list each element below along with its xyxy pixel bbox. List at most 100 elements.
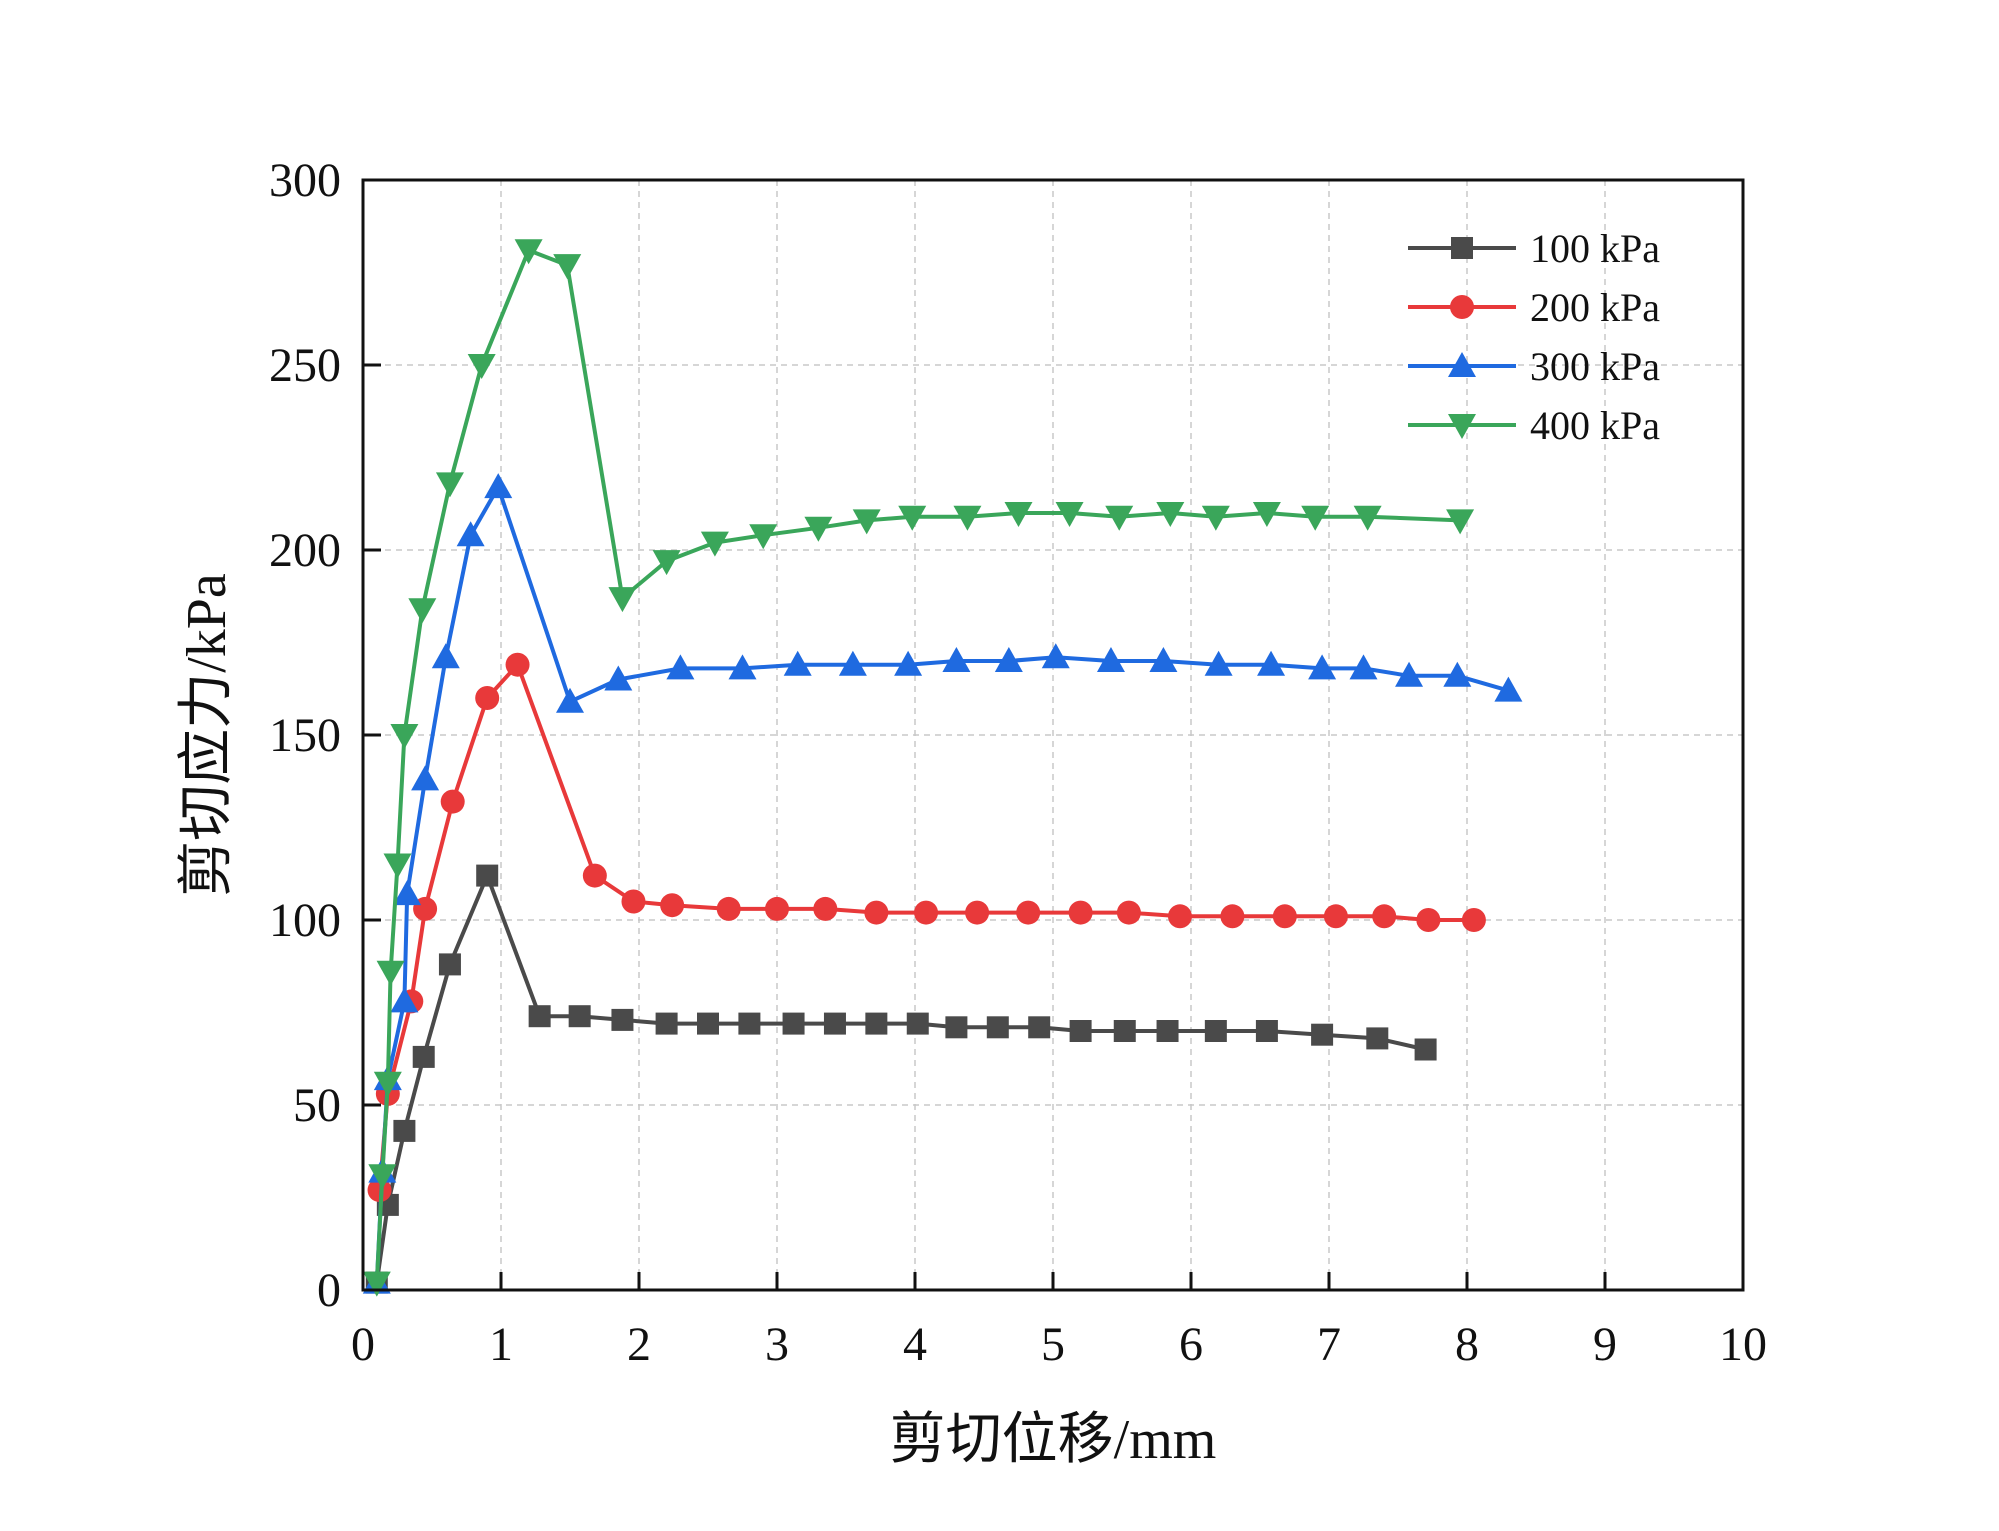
data-point (1446, 509, 1475, 535)
y-tick-label: 150 (269, 709, 341, 762)
y-axis-title: 剪切应力/kPa (176, 573, 238, 897)
data-point (412, 1045, 435, 1068)
data-point (608, 587, 637, 613)
data-point (411, 765, 440, 791)
data-point (864, 900, 889, 925)
data-point (582, 863, 607, 888)
legend-item: 200 kPa (1408, 285, 1660, 330)
data-point (1255, 1020, 1278, 1042)
data-point (362, 1271, 391, 1297)
data-point (1272, 904, 1297, 929)
data-point (783, 650, 812, 676)
y-tick-label: 50 (293, 1079, 341, 1132)
legend-marker (1450, 295, 1474, 319)
legend-marker (1448, 352, 1476, 377)
legend-label: 400 kPa (1530, 403, 1660, 448)
data-point (373, 1071, 402, 1097)
y-tick-label: 200 (269, 524, 341, 577)
data-point (376, 960, 405, 986)
y-tick-label: 100 (269, 894, 341, 947)
x-tick-label: 7 (1317, 1318, 1341, 1371)
legend-label: 200 kPa (1530, 285, 1660, 330)
series-line (374, 248, 1461, 1283)
data-point (1096, 647, 1125, 672)
data-point (408, 598, 437, 624)
data-point (475, 686, 500, 710)
data-point (1353, 505, 1382, 531)
data-point (393, 880, 422, 906)
data-point (1414, 1038, 1437, 1061)
data-point (1105, 505, 1134, 531)
data-point (568, 1005, 591, 1028)
y-tick-label: 250 (269, 339, 341, 392)
data-point (906, 1012, 929, 1035)
data-point (666, 654, 695, 680)
legend-item: 300 kPa (1408, 344, 1660, 389)
data-point (852, 509, 881, 535)
series-layer (362, 239, 1523, 1297)
data-point (456, 521, 485, 547)
data-point (1349, 654, 1378, 680)
data-point (765, 896, 789, 921)
data-point (1372, 904, 1397, 929)
data-point (1156, 1020, 1179, 1042)
data-point (440, 789, 465, 814)
data-point (476, 864, 499, 887)
data-point (553, 254, 582, 280)
data-point (1004, 502, 1033, 527)
data-point (700, 531, 729, 557)
data-point (604, 665, 633, 691)
data-point (1204, 1020, 1227, 1042)
data-point (435, 472, 464, 498)
data-point (621, 889, 646, 914)
data-point (1323, 904, 1348, 929)
data-point (1069, 1020, 1092, 1042)
data-point (611, 1008, 634, 1031)
data-point (431, 643, 460, 669)
data-point (514, 239, 543, 265)
data-point (390, 987, 419, 1013)
data-point (865, 1012, 888, 1035)
legend-item: 400 kPa (1408, 403, 1660, 448)
data-point (1252, 502, 1281, 527)
data-point (986, 1016, 1009, 1039)
x-tick-label: 9 (1593, 1318, 1617, 1371)
data-point (813, 896, 838, 921)
data-point (697, 1012, 719, 1035)
data-point (393, 1119, 416, 1142)
data-point (1116, 900, 1141, 925)
data-point (1220, 904, 1245, 929)
data-point (749, 524, 778, 550)
data-point (945, 1016, 968, 1039)
data-point (438, 953, 461, 976)
y-tick-label: 0 (317, 1264, 341, 1317)
data-point (1055, 502, 1084, 527)
data-point (556, 687, 584, 713)
data-point (1156, 502, 1185, 527)
data-point (823, 1012, 846, 1035)
data-point (804, 516, 833, 542)
legend-label: 300 kPa (1530, 344, 1660, 389)
data-point (782, 1012, 805, 1035)
data-point (1311, 1023, 1334, 1046)
data-point (1366, 1027, 1389, 1050)
data-point (505, 652, 530, 677)
data-point (655, 1012, 678, 1035)
data-point (894, 650, 923, 676)
data-point (1301, 505, 1330, 531)
data-point (1041, 643, 1070, 669)
data-point (728, 654, 757, 680)
y-tick-label: 300 (269, 154, 341, 207)
data-point (1028, 1016, 1051, 1039)
x-tick-label: 10 (1719, 1318, 1767, 1371)
data-point (368, 1164, 397, 1190)
x-tick-label: 1 (489, 1318, 513, 1371)
data-point (1068, 900, 1093, 925)
data-point (953, 505, 982, 531)
data-point (1016, 900, 1041, 925)
legend-label: 100 kPa (1530, 226, 1660, 271)
data-point (1201, 505, 1230, 531)
data-point (528, 1005, 551, 1028)
